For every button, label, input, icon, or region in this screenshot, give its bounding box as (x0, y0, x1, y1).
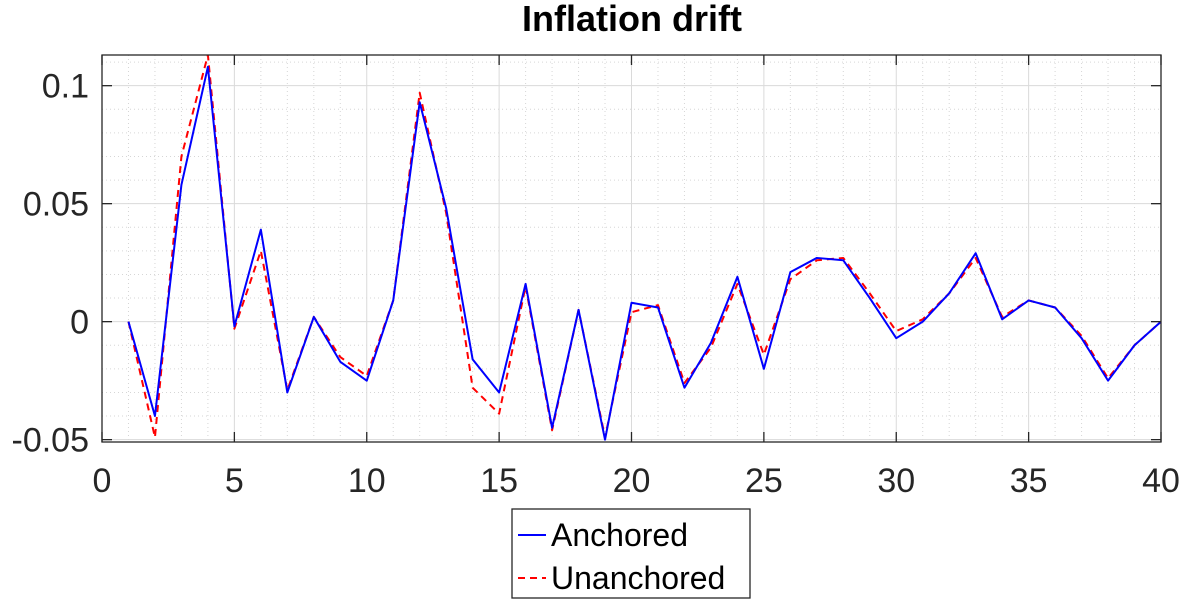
series-layer (127, 55, 1161, 441)
series-line-anchored (127, 65, 1161, 441)
y-tick-label: 0.1 (42, 68, 89, 106)
axis-ticks (101, 55, 1162, 442)
x-tick-label: 15 (480, 462, 518, 500)
minor-grid (102, 55, 1161, 442)
x-tick-label: 35 (1010, 462, 1048, 500)
x-tick-label: 40 (1142, 462, 1180, 500)
chart-title: Inflation drift (522, 0, 742, 39)
x-tick-label: 5 (225, 462, 244, 500)
x-tick-label: 20 (613, 462, 651, 500)
x-tick-label: 10 (348, 462, 386, 500)
legend-label-anchored: Anchored (551, 517, 688, 553)
y-tick-label: -0.05 (12, 422, 90, 460)
x-tick-label: 25 (745, 462, 783, 500)
y-tick-label: 0.05 (23, 186, 89, 224)
y-tick-labels: -0.05 0 0.05 0.1 (12, 68, 90, 460)
x-tick-label: 30 (877, 462, 915, 500)
legend-label-unanchored: Unanchored (551, 560, 725, 596)
x-tick-labels: 0 5 10 15 20 25 30 35 40 (93, 462, 1180, 500)
y-tick-label: 0 (70, 304, 89, 342)
series-line-unanchored (127, 55, 1161, 439)
legend-box (511, 508, 751, 599)
x-tick-label: 0 (93, 462, 112, 500)
legend: Anchored Unanchored (511, 508, 751, 599)
